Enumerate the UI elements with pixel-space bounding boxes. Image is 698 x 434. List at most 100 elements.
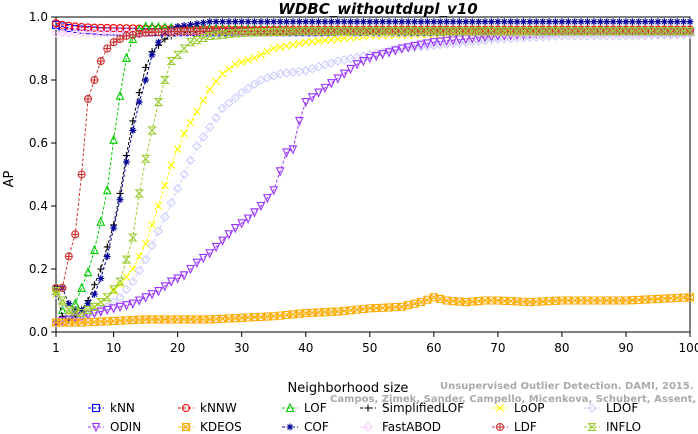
data-point-inflo	[390, 27, 401, 36]
data-point-knnw	[96, 23, 105, 32]
data-point-ldof	[224, 98, 234, 108]
data-point-ldof	[172, 183, 183, 194]
data-point-simplifiedlof	[142, 63, 150, 71]
series-line-cof	[56, 21, 690, 311]
series-line-simplifiedlof	[55, 30, 690, 320]
data-point-odin	[275, 167, 285, 177]
legend-label-knn: kNN	[110, 401, 135, 415]
legend-label-inflo: INFLO	[606, 420, 641, 434]
data-point-lof	[115, 90, 125, 100]
x-tick-label: 30	[234, 341, 249, 355]
data-point-cof	[129, 126, 137, 134]
data-point-kdeos	[416, 298, 426, 307]
data-point-inflo	[473, 27, 484, 36]
legend-item-knnw: kNNW	[178, 401, 237, 415]
series-kdeos	[51, 293, 695, 327]
data-point-odin	[173, 274, 183, 284]
data-point-inflo	[685, 27, 695, 36]
data-point-inflo	[288, 27, 298, 36]
data-point-odin	[224, 230, 234, 240]
data-point-loop	[122, 272, 131, 281]
data-point-ldof	[236, 87, 247, 98]
data-point-fastabod	[83, 27, 93, 38]
x-tick-label: 10	[106, 341, 121, 355]
data-point-cof	[174, 22, 182, 30]
data-point-inflo	[576, 27, 586, 36]
series-ldof	[51, 29, 695, 322]
y-tick-label: 0.0	[29, 325, 48, 339]
data-point-cof	[519, 18, 527, 26]
y-axis-label: AP	[2, 170, 17, 187]
data-point-ldof	[339, 55, 349, 65]
legend-marker-odin	[91, 422, 101, 433]
data-point-loop	[250, 54, 259, 62]
data-point-loop	[321, 36, 329, 45]
data-point-odin	[154, 287, 163, 297]
data-point-loop	[193, 107, 201, 116]
data-point-inflo	[435, 27, 446, 36]
data-point-ldf	[173, 27, 182, 36]
data-point-cof	[231, 18, 239, 26]
data-point-cof	[302, 18, 310, 26]
data-point-cof	[366, 18, 374, 26]
data-point-cof	[532, 18, 540, 26]
data-point-odin	[243, 214, 253, 224]
data-point-cof	[244, 18, 252, 26]
data-point-fastabod	[51, 27, 61, 38]
data-point-inflo	[204, 31, 215, 40]
data-point-knnw	[122, 24, 131, 33]
x-axis-label: Neighborhood size	[288, 381, 409, 396]
data-point-ldof	[134, 265, 145, 276]
data-point-inflo	[358, 27, 369, 36]
data-point-odin	[307, 93, 317, 103]
series-inflo	[51, 27, 695, 318]
data-point-simplifiedlof	[103, 243, 111, 251]
data-point-odin	[410, 41, 419, 52]
x-tick-label: 50	[362, 341, 377, 355]
data-point-knnw	[83, 23, 93, 32]
data-point-inflo	[83, 305, 93, 314]
data-point-ldf	[64, 252, 73, 261]
data-point-odin	[423, 39, 432, 49]
data-point-odin	[320, 83, 330, 94]
data-point-cof	[359, 18, 367, 26]
data-point-loop	[269, 44, 278, 53]
data-point-kdeos	[359, 304, 368, 314]
data-point-inflo	[108, 285, 119, 294]
data-point-loop	[167, 161, 176, 169]
data-point-inflo	[505, 27, 516, 36]
y-tick-label: 0.4	[29, 199, 48, 213]
data-point-inflo	[179, 44, 189, 53]
data-point-knnw	[90, 23, 99, 32]
data-point-cof	[148, 51, 156, 59]
legend-marker-inflo	[587, 422, 597, 432]
data-point-cof	[436, 18, 444, 26]
data-point-cof	[558, 18, 566, 26]
data-point-inflo	[512, 27, 522, 36]
legend-marker-cof	[286, 423, 294, 431]
data-point-fastabod	[96, 27, 106, 38]
legend-item-knn: kNN	[88, 401, 135, 415]
data-point-kdeos	[429, 293, 438, 302]
data-point-inflo	[403, 27, 414, 36]
data-point-inflo	[665, 27, 676, 36]
data-point-cof	[84, 300, 92, 308]
data-point-odin	[147, 290, 157, 300]
data-point-cof	[283, 18, 291, 26]
data-point-ldof	[64, 308, 74, 318]
data-point-odin	[115, 302, 125, 313]
data-point-kdeos	[282, 310, 291, 320]
data-point-odin	[230, 224, 240, 234]
data-point-inflo	[140, 154, 151, 163]
data-point-loop	[244, 56, 253, 64]
data-point-cof	[315, 18, 323, 26]
data-point-odin	[83, 310, 93, 320]
data-point-lof	[90, 244, 99, 255]
data-point-kdeos	[340, 306, 349, 315]
data-point-simplifiedlof	[122, 152, 130, 160]
y-tick-label: 0.2	[29, 262, 48, 276]
data-point-ldof	[198, 131, 209, 142]
data-point-cof	[455, 18, 463, 26]
data-point-loop	[314, 37, 323, 45]
y-tick-label: 1.0	[29, 10, 48, 24]
